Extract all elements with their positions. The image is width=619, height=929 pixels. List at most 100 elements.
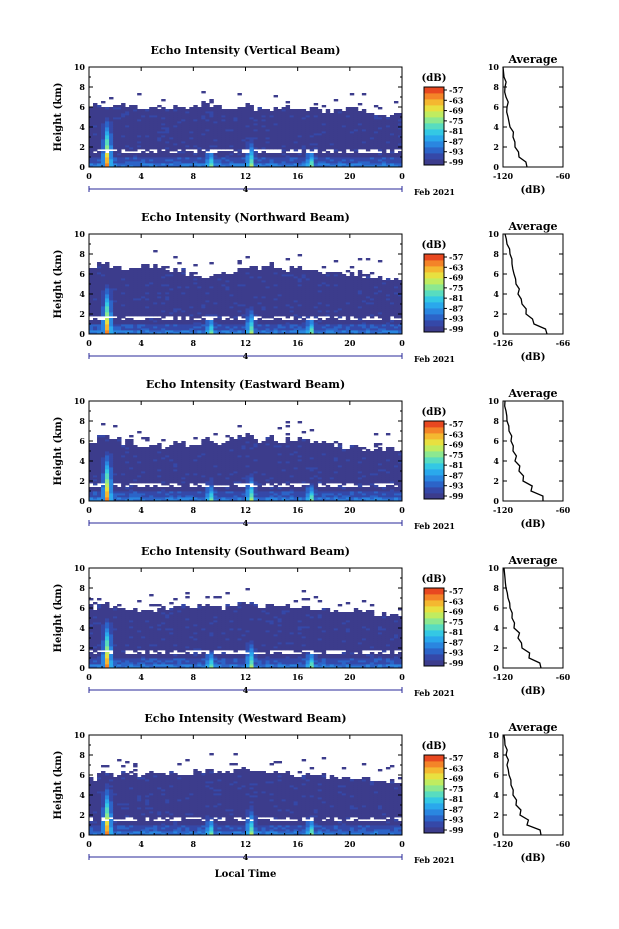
heatmap-cell (153, 296, 158, 299)
heatmap-cell (225, 157, 230, 160)
heatmap-cell (141, 125, 146, 128)
heatmap-cell (177, 326, 182, 329)
heatmap-cell (105, 300, 110, 303)
heatmap-cell (197, 145, 202, 148)
heatmap-cell (225, 137, 230, 140)
heatmap-cell (145, 326, 150, 329)
heatmap-cell (317, 302, 323, 305)
heatmap-cell (313, 284, 319, 287)
heatmap-cell (109, 302, 114, 305)
heatmap-cell (269, 290, 274, 293)
heatmap-cell (137, 155, 142, 158)
heatmap-cell (145, 290, 150, 293)
heatmap-cell (137, 306, 142, 309)
heatmap-cell (89, 330, 94, 333)
heatmap-cell (173, 113, 178, 116)
heatmap-cell (121, 139, 126, 142)
colorbar-frame (423, 86, 445, 166)
heatmap-cell (125, 123, 130, 126)
heatmap-cell (169, 306, 174, 309)
heatmap-cell (181, 119, 186, 122)
heatmap-cell (189, 290, 194, 293)
heatmap-cell (101, 163, 106, 166)
heatmap-cell (277, 131, 283, 134)
heatmap-cell (133, 282, 138, 285)
heatmap-cell (177, 280, 182, 283)
heatmap-cell (325, 298, 331, 301)
heatmap-cell (233, 149, 238, 152)
heatmap-cell (225, 310, 230, 313)
heatmap-cell (285, 111, 291, 114)
heatmap-cell (337, 115, 343, 118)
heatmap-cell (169, 153, 174, 156)
heatmap-cell (173, 139, 178, 142)
heatmap-cell (177, 292, 182, 295)
heatmap-cell (89, 302, 94, 305)
heatmap-cell (273, 306, 279, 309)
heatmap-cell (237, 159, 242, 162)
heatmap-cell (265, 326, 270, 329)
heatmap-cell (217, 290, 222, 293)
heatmap-cell (185, 304, 190, 307)
heatmap-cell (249, 310, 254, 313)
heatmap-cell (233, 117, 238, 120)
heatmap-cell (349, 288, 355, 291)
heatmap-cell (365, 137, 371, 140)
heatmap-cell (125, 139, 130, 142)
heatmap-cell (369, 306, 375, 309)
heatmap-cell (205, 107, 210, 110)
heatmap-cell (153, 280, 158, 283)
heatmap-cell (133, 123, 138, 126)
heatmap-cell (397, 296, 403, 299)
colorbar-label: -81 (449, 126, 463, 136)
heatmap-cell (397, 147, 403, 150)
heatmap-cell (137, 133, 142, 136)
heatmap-cell (329, 292, 335, 295)
heatmap-cell (285, 272, 291, 275)
heatmap-cell (205, 304, 210, 307)
heatmap-cell (149, 155, 154, 158)
heatmap-cell (281, 272, 287, 275)
heatmap-cell (397, 292, 403, 295)
heatmap-cell (349, 312, 355, 315)
heatmap-cell (153, 308, 158, 311)
heatmap-cell (313, 278, 319, 281)
heatmap-cell (325, 131, 331, 134)
heatmap-cell (237, 113, 242, 116)
heatmap-cell (193, 159, 198, 162)
heatmap-cell (201, 131, 206, 134)
heatmap-cell (141, 159, 146, 162)
heatmap-cell (201, 135, 206, 138)
heatmap-cell (317, 131, 323, 134)
heatmap-cell (161, 274, 166, 277)
heatmap-cell (393, 133, 399, 136)
heatmap-cell (205, 286, 210, 289)
heatmap-cell (117, 133, 122, 136)
heatmap-cell (325, 294, 331, 297)
heatmap-cell (309, 161, 315, 164)
heatmap-cell (297, 280, 303, 283)
heatmap-cell (289, 286, 295, 289)
heatmap-cell (293, 292, 299, 295)
heatmap-cell (265, 304, 270, 307)
heatmap-cell (129, 155, 134, 158)
heatmap-cell (105, 117, 110, 120)
heatmap-cell (317, 157, 323, 160)
heatmap-cell (209, 121, 214, 124)
heatmap-cell (253, 139, 258, 142)
heatmap-cell (109, 131, 114, 134)
heatmap-cell (157, 155, 162, 158)
heatmap-cell (197, 290, 202, 293)
heatmap-cell (125, 318, 130, 321)
heatmap-cell (117, 308, 122, 311)
heatmap-cell (93, 463, 98, 466)
heatmap-cell (245, 155, 250, 158)
heatmap-cell (333, 300, 339, 303)
heatmap-cell (381, 139, 387, 142)
heatmap-cell (125, 127, 130, 130)
heatmap-cell (249, 284, 254, 287)
heatmap-cell (353, 300, 359, 303)
heatmap-cell (141, 111, 146, 114)
heatmap-cell (121, 109, 126, 112)
heatmap-cell (257, 274, 262, 277)
